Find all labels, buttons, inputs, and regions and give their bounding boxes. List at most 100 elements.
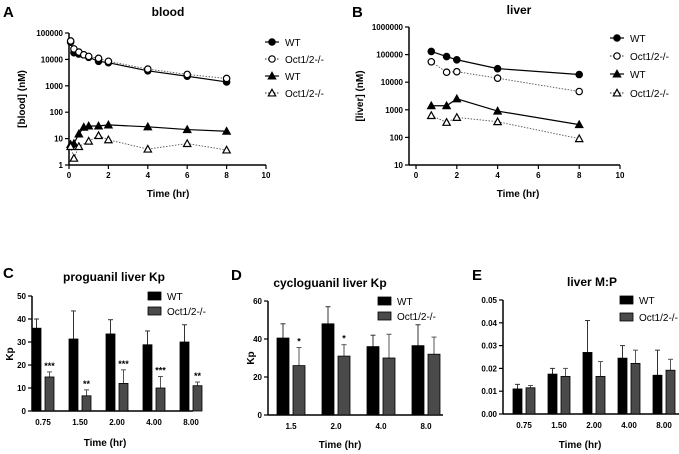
data-point xyxy=(65,141,76,151)
x-tick-label: 8.00 xyxy=(656,421,672,430)
data-point xyxy=(143,121,153,131)
data-point xyxy=(104,57,113,66)
legend-label: WT xyxy=(639,296,655,307)
data-point xyxy=(452,67,461,76)
legend-label: WT xyxy=(285,72,301,83)
x-tick-label: 1.50 xyxy=(72,418,88,427)
data-point xyxy=(93,121,104,130)
bar xyxy=(105,333,116,412)
data-point xyxy=(103,134,114,144)
bar xyxy=(582,352,593,415)
legend-label: Oct1/2-/- xyxy=(630,89,669,100)
data-point xyxy=(103,119,114,129)
panel-label-e: E xyxy=(472,267,482,284)
legend-marker xyxy=(612,69,622,78)
legend-label: WT xyxy=(397,297,413,308)
legend-swatch xyxy=(619,295,634,305)
legend-label: Oct1/2-/- xyxy=(285,89,324,100)
x-tick-label: 8 xyxy=(577,171,582,180)
x-tick-label: 4.00 xyxy=(621,421,637,430)
legend-label: Oct1/2-/- xyxy=(630,52,669,63)
data-point xyxy=(575,87,584,96)
y-tick-label: 100 xyxy=(390,133,404,142)
bar xyxy=(68,338,79,412)
legend-swatch xyxy=(619,312,634,322)
y-tick-label: 40 xyxy=(253,335,262,344)
bar xyxy=(292,365,306,416)
data-point xyxy=(93,130,104,140)
data-point xyxy=(452,93,462,103)
bar xyxy=(512,388,523,415)
panel-label-c: C xyxy=(3,265,14,282)
x-tick-label: 2 xyxy=(455,171,460,180)
legend-label: Oct1/2-/- xyxy=(167,307,206,318)
significance-marker: * xyxy=(342,334,346,344)
x-axis-label-c: Time (hr) xyxy=(84,438,127,449)
legend-label: WT xyxy=(630,34,646,45)
data-point xyxy=(452,55,461,64)
bar xyxy=(560,375,571,415)
legend-label: Oct1/2-/- xyxy=(285,55,324,66)
bar xyxy=(630,362,641,415)
chart-title-d: cycloguanil liver Kp xyxy=(273,276,386,290)
data-point xyxy=(84,121,94,130)
panel-label-d: D xyxy=(231,267,242,284)
x-tick-label: 0 xyxy=(414,171,419,180)
y-tick-label: 10 xyxy=(394,161,403,170)
y-tick-label: 60 xyxy=(253,297,262,306)
x-tick-label: 2.00 xyxy=(109,418,125,427)
x-tick-label: 4.00 xyxy=(146,418,162,427)
y-tick-label: 100000 xyxy=(376,51,403,60)
bar xyxy=(31,327,42,412)
data-point xyxy=(441,100,452,110)
data-point xyxy=(492,116,503,126)
bar xyxy=(321,323,335,416)
bar xyxy=(142,344,153,412)
x-tick-label: 10 xyxy=(262,171,271,180)
bar xyxy=(155,387,166,412)
bar xyxy=(337,355,351,416)
y-tick-label: 30 xyxy=(17,338,26,347)
bar xyxy=(192,385,203,412)
data-point xyxy=(452,112,462,121)
bar xyxy=(652,374,663,415)
x-tick-label: 4 xyxy=(146,171,151,180)
x-tick-label: 4 xyxy=(495,171,500,180)
significance-marker: ** xyxy=(194,371,202,381)
x-tick-label: 8.00 xyxy=(183,418,199,427)
data-point xyxy=(441,117,452,126)
significance-marker: *** xyxy=(44,361,55,371)
data-point xyxy=(493,74,502,82)
data-point xyxy=(426,100,436,110)
y-tick-label: 40 xyxy=(17,315,26,324)
data-point xyxy=(442,68,451,77)
series-line xyxy=(70,124,227,146)
data-point xyxy=(84,52,93,61)
legend-swatch xyxy=(147,306,162,316)
data-point xyxy=(427,47,436,56)
y-tick-label: 0.02 xyxy=(481,364,497,373)
bar xyxy=(366,346,380,416)
data-point xyxy=(144,65,152,73)
y-tick-label: 1000 xyxy=(385,106,403,115)
data-point xyxy=(182,124,192,134)
series-line xyxy=(431,61,580,92)
legend-marker xyxy=(268,55,276,63)
chart-title-a: blood xyxy=(152,5,185,19)
y-tick-label: 0 xyxy=(22,407,27,416)
y-tick-label: 0.03 xyxy=(481,342,497,351)
data-point xyxy=(74,141,84,151)
data-point xyxy=(221,145,232,154)
legend-label: WT xyxy=(285,38,301,49)
chart-title-e: liver M:P xyxy=(567,275,617,289)
bar xyxy=(276,337,290,416)
data-point xyxy=(492,106,503,115)
legend-marker xyxy=(612,88,622,97)
x-tick-label: 1.5 xyxy=(285,422,297,431)
data-point xyxy=(427,57,436,66)
significance-marker: *** xyxy=(118,359,129,369)
bar xyxy=(617,357,628,415)
legend-swatch xyxy=(147,291,162,301)
y-tick-label: 1 xyxy=(59,161,64,170)
